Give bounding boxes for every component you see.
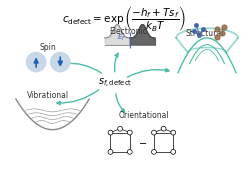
Circle shape xyxy=(127,149,132,154)
Circle shape xyxy=(171,130,176,135)
Circle shape xyxy=(152,130,156,135)
Circle shape xyxy=(108,149,113,154)
Text: $-$: $-$ xyxy=(138,137,147,147)
Text: Electronic: Electronic xyxy=(109,27,147,36)
Circle shape xyxy=(161,126,166,131)
Circle shape xyxy=(27,52,46,72)
Circle shape xyxy=(108,130,113,135)
Circle shape xyxy=(171,149,176,154)
Text: $c_{\mathrm{defect}} = \exp\left(\dfrac{-h_f + Ts_f}{k_B T}\right)$: $c_{\mathrm{defect}} = \exp\left(\dfrac{… xyxy=(62,4,186,33)
Text: Orientational: Orientational xyxy=(119,111,170,120)
Circle shape xyxy=(127,130,132,135)
Text: $E_F$: $E_F$ xyxy=(117,33,127,43)
Circle shape xyxy=(51,52,70,72)
Text: Spin: Spin xyxy=(39,43,56,52)
Text: $s_{f,\mathrm{defect}}$: $s_{f,\mathrm{defect}}$ xyxy=(98,77,132,90)
Text: Vibrational: Vibrational xyxy=(27,91,69,100)
Text: Structural: Structural xyxy=(186,29,224,38)
Circle shape xyxy=(118,126,123,131)
Circle shape xyxy=(152,149,156,154)
